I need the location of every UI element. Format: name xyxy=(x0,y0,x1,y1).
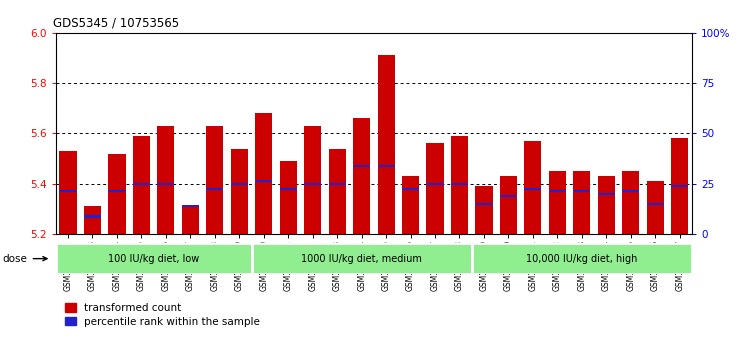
Bar xyxy=(671,185,688,187)
Bar xyxy=(426,183,443,185)
Bar xyxy=(329,183,346,185)
Bar xyxy=(475,203,493,205)
Bar xyxy=(182,205,199,207)
Bar xyxy=(647,203,664,205)
Bar xyxy=(549,190,566,192)
Bar xyxy=(622,171,639,234)
Bar xyxy=(549,171,566,234)
Bar xyxy=(353,165,371,167)
Bar xyxy=(500,176,517,234)
Bar xyxy=(671,138,688,234)
Text: 10,000 IU/kg diet, high: 10,000 IU/kg diet, high xyxy=(526,254,638,264)
Bar xyxy=(280,188,297,190)
Bar xyxy=(426,143,443,234)
Bar xyxy=(206,188,223,190)
Text: dose: dose xyxy=(3,254,47,264)
Bar xyxy=(157,126,174,234)
Bar xyxy=(597,193,615,195)
Bar xyxy=(60,151,77,234)
Bar xyxy=(133,136,150,234)
Bar xyxy=(280,161,297,234)
Bar xyxy=(525,141,542,234)
Bar xyxy=(251,243,472,274)
Bar xyxy=(109,190,126,192)
Bar xyxy=(353,118,371,234)
Bar xyxy=(206,126,223,234)
Bar xyxy=(574,190,591,192)
Text: 1000 IU/kg diet, medium: 1000 IU/kg diet, medium xyxy=(301,254,422,264)
Bar xyxy=(84,216,101,217)
Legend: transformed count, percentile rank within the sample: transformed count, percentile rank withi… xyxy=(61,299,264,331)
Bar xyxy=(377,55,394,234)
Bar xyxy=(231,148,248,234)
Bar xyxy=(109,154,126,234)
Bar xyxy=(304,126,321,234)
Bar xyxy=(451,136,468,234)
Bar xyxy=(475,186,493,234)
Bar xyxy=(231,183,248,185)
Bar xyxy=(84,207,101,234)
Bar xyxy=(329,148,346,234)
Bar xyxy=(182,207,199,234)
Bar xyxy=(255,180,272,182)
Bar xyxy=(647,181,664,234)
Bar xyxy=(377,165,394,167)
Bar xyxy=(402,188,419,190)
Bar xyxy=(56,243,251,274)
Bar xyxy=(472,243,692,274)
Bar xyxy=(255,113,272,234)
Bar xyxy=(157,183,174,185)
Bar xyxy=(525,188,542,190)
Bar xyxy=(133,183,150,185)
Bar xyxy=(500,195,517,197)
Bar xyxy=(304,183,321,185)
Bar xyxy=(597,176,615,234)
Text: GDS5345 / 10753565: GDS5345 / 10753565 xyxy=(53,16,179,29)
Bar xyxy=(402,176,419,234)
Bar xyxy=(60,190,77,192)
Bar xyxy=(574,171,591,234)
Bar xyxy=(451,183,468,185)
Bar xyxy=(622,190,639,192)
Text: 100 IU/kg diet, low: 100 IU/kg diet, low xyxy=(108,254,199,264)
